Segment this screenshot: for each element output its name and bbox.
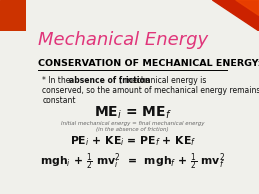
Text: Mechanical Energy: Mechanical Energy (38, 31, 208, 49)
Polygon shape (212, 0, 259, 31)
Text: Initial mechanical energy = final mechanical energy: Initial mechanical energy = final mechan… (61, 121, 205, 126)
Text: conserved, so the amount of mechanical energy remains: conserved, so the amount of mechanical e… (42, 86, 259, 95)
Text: ME$_i$ = ME$_f$: ME$_i$ = ME$_f$ (94, 105, 172, 121)
Text: constant: constant (42, 96, 76, 105)
Polygon shape (236, 0, 259, 16)
Text: mgh$_i$ + $\frac{1}{2}$ mv$_i^2$  =  mgh$_f$ + $\frac{1}{2}$ mv$_f^2$: mgh$_i$ + $\frac{1}{2}$ mv$_i^2$ = mgh$_… (40, 152, 225, 173)
Text: PE$_i$ + KE$_i$ = PE$_f$ + KE$_f$: PE$_i$ + KE$_i$ = PE$_f$ + KE$_f$ (69, 135, 196, 148)
Text: CONSERVATION OF MECHANICAL ENERGY:: CONSERVATION OF MECHANICAL ENERGY: (38, 59, 259, 68)
Text: * In the: * In the (42, 76, 73, 85)
Text: absence of friction: absence of friction (69, 76, 150, 85)
Text: , mechanical energy is: , mechanical energy is (120, 76, 206, 85)
Text: (in the absence of friction): (in the absence of friction) (96, 127, 169, 132)
